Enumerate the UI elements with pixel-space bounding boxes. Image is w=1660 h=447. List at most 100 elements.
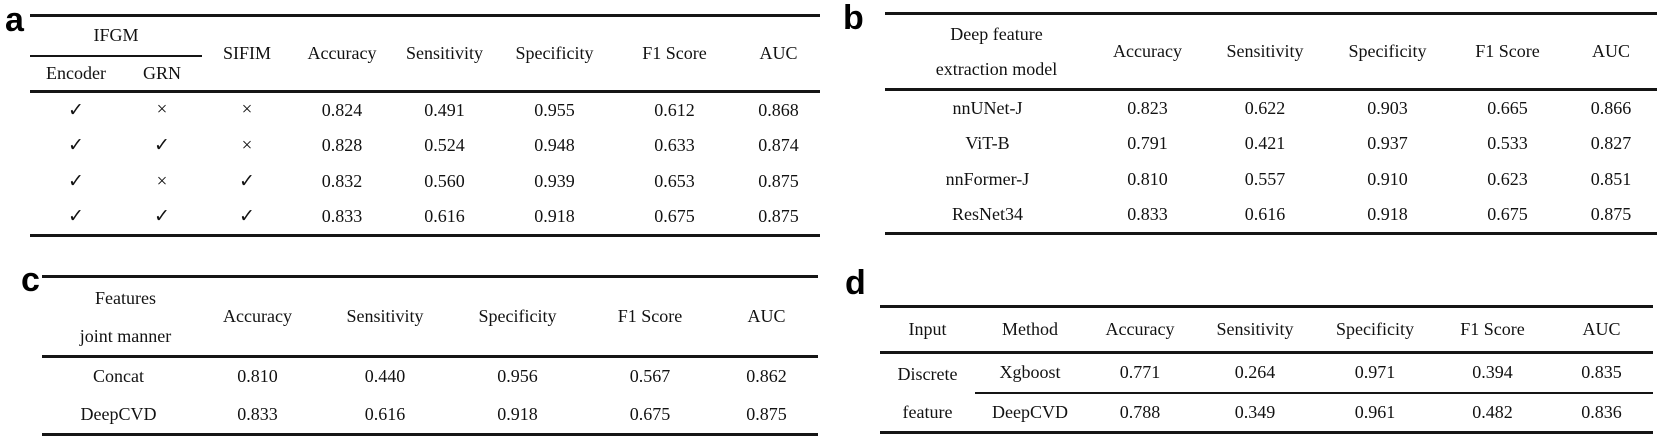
table-cell: 0.955 <box>534 99 575 120</box>
check-icon: ✓ <box>154 135 170 156</box>
table-cell: 0.910 <box>1367 169 1408 189</box>
table-row: ✓ × ✓ 0.832 0.560 0.939 0.653 0.875 <box>30 164 820 200</box>
table-row: DeepCVD 0.788 0.349 0.961 0.482 0.836 <box>880 391 1653 433</box>
check-icon: ✓ <box>239 171 255 192</box>
panel-label-c: c <box>21 261 40 299</box>
table-cell: 0.836 <box>1550 391 1653 433</box>
table-row: nnFormer-J 0.810 0.557 0.910 0.623 0.851 <box>885 162 1657 198</box>
table-row: ✓ ✓ × 0.828 0.524 0.948 0.633 0.874 <box>30 128 820 164</box>
table-row: ✓ ✓ ✓ 0.833 0.616 0.918 0.675 0.875 <box>30 200 820 236</box>
panel-label-d: d <box>845 264 866 302</box>
model-name-cell: nnUNet-J <box>952 97 1023 118</box>
table-cell: 0.833 <box>1127 204 1168 225</box>
model-name-cell: ViT-B <box>965 133 1010 153</box>
table-row: nnUNet-J 0.823 0.622 0.903 0.665 0.866 <box>885 90 1657 126</box>
ablation-table-a: IFGM SIFIM Accuracy Sensitivity Specific… <box>30 14 821 237</box>
table-cell: 0.616 <box>424 206 465 227</box>
table-row: ResNet34 0.833 0.616 0.918 0.675 0.875 <box>885 198 1657 234</box>
table-cell: 0.875 <box>1590 204 1632 225</box>
table-cell: 0.971 <box>1354 362 1396 383</box>
header-row: IFGM SIFIM Accuracy Sensitivity Specific… <box>30 15 820 63</box>
col-header-auc: AUC <box>759 43 798 63</box>
table-cell: 0.675 <box>1487 204 1528 225</box>
header-row: Features joint manner Accuracy Sensitivi… <box>42 277 818 357</box>
table-cell: 0.875 <box>758 206 799 227</box>
method-name-cell: Xgboost <box>999 362 1061 383</box>
table-cell: 0.835 <box>1581 362 1622 383</box>
table-d-header: Input Method Accuracy Sensitivity Specif… <box>880 307 1653 353</box>
col-header-auc: AUC <box>1591 41 1630 61</box>
input-type-cell: Discrete feature <box>880 353 975 433</box>
col-header-encoder: Encoder <box>46 62 106 83</box>
table-cell: 0.875 <box>746 403 787 424</box>
col-header-sensitivity: Sensitivity <box>346 306 424 326</box>
header-line: joint manner <box>79 325 172 346</box>
cross-icon: × <box>241 134 253 156</box>
table-cell: 0.948 <box>534 135 575 155</box>
table-cell: 0.956 <box>497 366 538 387</box>
table-b-header: Deep feature extraction model Accuracy S… <box>885 14 1657 90</box>
table-cell: 0.961 <box>1315 391 1435 433</box>
table-cell: 0.616 <box>364 403 406 424</box>
table-cell: 0.832 <box>321 171 363 191</box>
col-header-sensitivity: Sensitivity <box>1226 41 1304 61</box>
table-cell: 0.918 <box>1367 204 1408 225</box>
check-icon: ✓ <box>68 171 84 192</box>
panel-label-b: b <box>843 0 864 37</box>
check-icon: ✓ <box>68 206 84 228</box>
table-cell: 0.866 <box>1590 97 1632 118</box>
table-cell: 0.918 <box>534 206 575 227</box>
table-cell: 0.851 <box>1590 169 1632 189</box>
table-cell: 0.491 <box>424 99 465 120</box>
table-cell: 0.868 <box>758 99 799 120</box>
table-cell: 0.533 <box>1487 133 1528 153</box>
table-cell: 0.828 <box>321 135 363 155</box>
table-cell: 0.349 <box>1195 391 1315 433</box>
model-name-cell: nnFormer-J <box>945 169 1030 189</box>
col-header-specificity: Specificity <box>478 306 557 326</box>
cross-icon: × <box>241 99 253 121</box>
check-icon: ✓ <box>154 206 170 228</box>
table-cell: 0.557 <box>1244 169 1286 189</box>
col-header-f1-score: F1 Score <box>1475 41 1540 61</box>
table-cell: 0.675 <box>654 206 695 227</box>
table-cell: 0.616 <box>1244 204 1286 225</box>
col-header-specificity: Specificity <box>1336 319 1414 339</box>
table-a-header: IFGM SIFIM Accuracy Sensitivity Specific… <box>30 15 821 92</box>
table-cell: 0.833 <box>321 206 363 227</box>
col-header-accuracy: Accuracy <box>307 43 377 63</box>
table-cell: 0.788 <box>1085 391 1195 433</box>
col-header-features-joint-manner: Features joint manner <box>42 277 195 357</box>
header-row: Encoder GRN <box>30 56 820 92</box>
table-cell: 0.524 <box>424 135 465 155</box>
table-cell: 0.440 <box>364 366 406 387</box>
header-line: Features <box>95 287 156 308</box>
col-header-auc: AUC <box>747 306 786 326</box>
table-cell: 0.623 <box>1487 169 1528 189</box>
table-cell: 0.421 <box>1244 133 1286 153</box>
col-header-accuracy: Accuracy <box>1113 41 1182 61</box>
input-line: Discrete <box>897 363 958 384</box>
cross-icon: × <box>156 170 168 192</box>
table-cell: 0.622 <box>1244 97 1286 118</box>
table-cell: 0.939 <box>534 171 575 191</box>
table-cell: 0.827 <box>1590 133 1632 153</box>
comparison-table-c: Features joint manner Accuracy Sensitivi… <box>42 275 818 436</box>
table-cell: 0.394 <box>1472 362 1513 383</box>
table-cell: 0.875 <box>758 171 799 191</box>
col-header-specificity: Specificity <box>515 43 594 63</box>
table-cell: 0.567 <box>629 366 671 387</box>
method-name-cell: DeepCVD <box>80 403 157 424</box>
header-line: Deep feature <box>950 23 1043 44</box>
table-cell: 0.937 <box>1367 133 1408 153</box>
col-header-specificity: Specificity <box>1348 41 1427 61</box>
table-cell: 0.612 <box>654 99 695 120</box>
table-cell: 0.823 <box>1127 97 1168 118</box>
col-header-sifim: SIFIM <box>223 43 272 63</box>
table-cell: 0.824 <box>321 99 363 120</box>
table-cell: 0.482 <box>1435 391 1550 433</box>
table-cell: 0.771 <box>1119 362 1161 383</box>
check-icon: ✓ <box>68 135 84 156</box>
col-header-input: Input <box>908 319 947 339</box>
check-icon: ✓ <box>239 206 255 228</box>
